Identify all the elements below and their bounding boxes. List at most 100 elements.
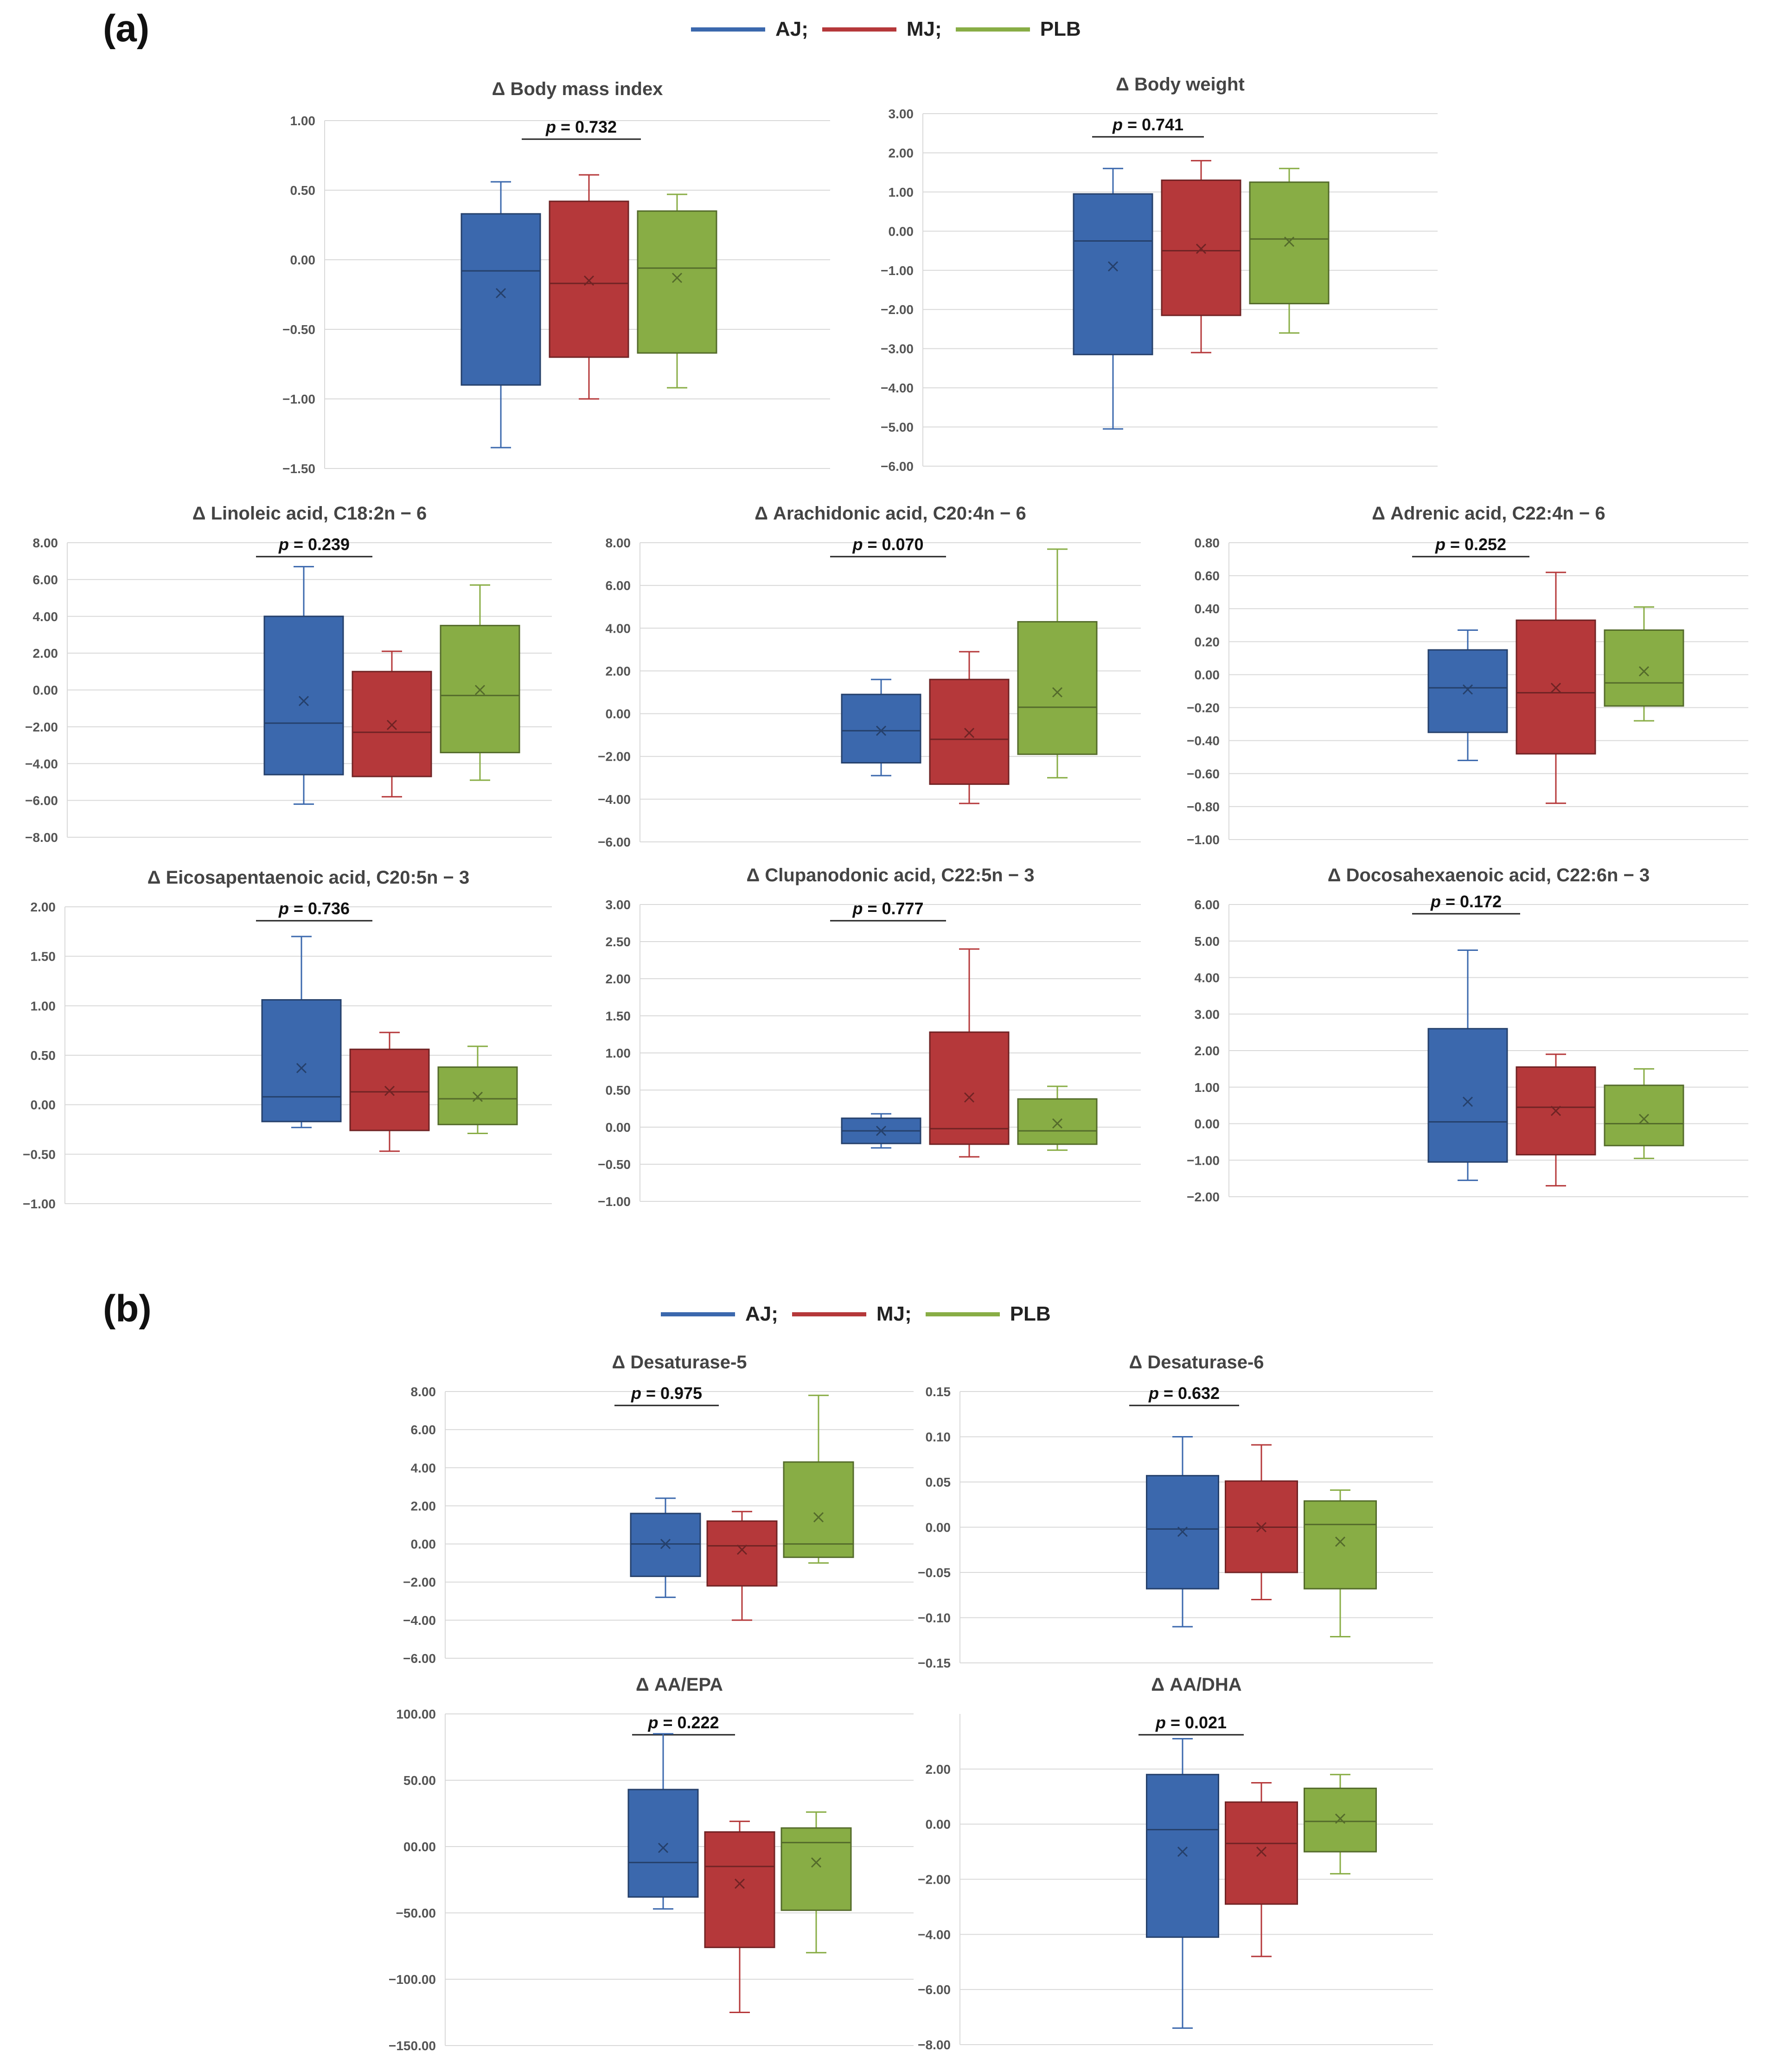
y-tick-label: 4.00: [1195, 971, 1220, 985]
legend-swatch-plb: [955, 27, 1030, 32]
y-tick-label: 3.00: [606, 898, 631, 912]
box-mj: [929, 1031, 1010, 1145]
mean-marker-mj: [1550, 682, 1561, 693]
p-value: = 0.777: [867, 899, 923, 918]
mean-marker-aj: [1462, 1097, 1473, 1107]
legend-b-swatch-mj: [792, 1312, 866, 1316]
chart-title: Δ Docosahexaenoic acid, C22:6n − 3: [1328, 865, 1650, 885]
p-value: = 0.732: [561, 117, 617, 136]
y-tick-label: −150.00: [389, 2039, 436, 2053]
box-plb: [1249, 181, 1330, 305]
y-tick-label: 4.00: [411, 1461, 436, 1475]
p-value-label: p = 0.777: [852, 899, 923, 918]
chart-title: Δ Clupanodonic acid, C22:5n − 3: [746, 865, 1034, 885]
p-value-label: p = 0.222: [647, 1713, 719, 1732]
y-tick-label: 3.00: [889, 107, 914, 121]
y-tick-label: −2.00: [881, 302, 914, 317]
mean-marker-mj: [1256, 1522, 1267, 1533]
y-tick-label: 2.00: [411, 1499, 436, 1513]
y-tick-label: −4.00: [25, 757, 58, 771]
panel-label-b: (b): [103, 1288, 152, 1330]
mean-marker-plb: [1335, 1813, 1346, 1824]
y-tick-label: 2.50: [606, 935, 631, 949]
y-tick-label: −50.00: [396, 1906, 436, 1920]
box-aj: [627, 1789, 699, 1898]
y-tick-label: 6.00: [1195, 898, 1220, 912]
mean-marker-aj: [495, 288, 506, 299]
y-tick-label: −6.00: [403, 1651, 436, 1666]
y-tick-label: 1.00: [606, 1046, 631, 1060]
y-tick-label: 8.00: [411, 1385, 436, 1399]
y-tick-label: −2.00: [403, 1575, 436, 1590]
box-plb: [1017, 1098, 1098, 1145]
y-tick-label: −0.50: [23, 1147, 56, 1161]
p-value-label: p = 0.021: [1155, 1713, 1227, 1732]
y-tick-label: 3.00: [1195, 1007, 1220, 1021]
chart-title: Δ Desaturase-5: [612, 1352, 747, 1373]
mean-marker-aj: [876, 725, 887, 736]
y-tick-label: 0.10: [926, 1430, 951, 1444]
chart-clupanodonic-acid: Δ Clupanodonic acid, C22:5n − 3 3.00 2.50 2…: [598, 865, 1141, 1209]
y-tick-label: −0.10: [918, 1611, 951, 1625]
legend-swatch-aj: [691, 27, 765, 32]
y-tick-label: −8.00: [25, 830, 58, 845]
chart-title: Δ AA/DHA: [1151, 1674, 1241, 1695]
chart-title: Δ Body weight: [1116, 74, 1245, 95]
p-value-label: p = 0.732: [545, 117, 617, 136]
legend-label-mj: MJ;: [906, 18, 942, 40]
y-tick-label: −1.00: [1187, 1153, 1220, 1168]
y-tick-label: −0.20: [1187, 701, 1220, 715]
box-plb: [1017, 621, 1098, 755]
p-symbol: p: [545, 117, 561, 136]
mean-marker-mj: [964, 1092, 975, 1103]
mean-marker-plb: [1638, 1114, 1650, 1124]
mean-marker-aj: [1107, 261, 1119, 272]
p-symbol: p: [1148, 1384, 1164, 1403]
y-tick-label: 8.00: [33, 536, 58, 550]
y-tick-label: −1.00: [23, 1197, 56, 1211]
y-tick-label: 0.00: [31, 1098, 56, 1112]
p-value: = 0.741: [1127, 115, 1183, 134]
y-tick-label: 0.20: [1195, 635, 1220, 649]
y-tick-label: 0.05: [926, 1475, 951, 1489]
mean-marker-plb: [813, 1512, 824, 1523]
y-tick-label: 2.00: [31, 900, 56, 914]
y-tick-label: −1.00: [881, 263, 914, 278]
y-tick-label: 00.00: [403, 1840, 436, 1854]
mean-marker-aj: [296, 1063, 307, 1073]
legend-a: AJ; MJ; PLB: [691, 18, 1095, 41]
p-symbol: p: [1155, 1713, 1170, 1732]
y-tick-label: −8.00: [918, 2038, 951, 2052]
chart-title: Δ Eicosapentaenoic acid, C20:5n − 3: [147, 867, 470, 888]
box-aj: [1427, 649, 1508, 733]
y-tick-label: 6.00: [33, 572, 58, 587]
mean-marker-plb: [472, 1091, 483, 1102]
mean-marker-mj: [734, 1879, 745, 1889]
y-tick-label: 1.00: [290, 114, 316, 128]
mean-marker-mj: [1550, 1105, 1561, 1116]
box-aj: [460, 213, 541, 386]
mean-marker-mj: [1256, 1847, 1267, 1857]
box-aj: [841, 693, 921, 764]
mean-marker-plb: [811, 1857, 822, 1868]
chart-desaturase-5: Δ Desaturase-5 8.00 6.00 4.00 2.00 0.00 −2.00 −…: [403, 1352, 914, 1666]
p-value: = 0.222: [663, 1713, 719, 1732]
y-tick-label: −0.60: [1187, 767, 1220, 781]
p-value-label: p = 0.632: [1148, 1384, 1220, 1403]
mean-marker-plb: [1335, 1536, 1346, 1547]
y-tick-label: 0.50: [606, 1083, 631, 1097]
box-plb: [1304, 1500, 1377, 1590]
p-value: = 0.021: [1170, 1713, 1227, 1732]
legend-b-label-aj: AJ;: [745, 1302, 778, 1325]
box-aj: [263, 616, 344, 776]
p-symbol: p: [278, 535, 294, 554]
y-tick-label: 0.00: [1195, 1117, 1220, 1131]
y-tick-label: −0.15: [918, 1656, 951, 1670]
p-symbol: p: [1430, 892, 1445, 911]
mean-marker-mj: [583, 275, 595, 286]
p-symbol: p: [647, 1713, 663, 1732]
legend-b-item-mj: MJ;: [792, 1302, 912, 1326]
box-mj: [706, 1520, 778, 1587]
box-aj: [1073, 193, 1153, 355]
chart-aa-epa: Δ AA/EPA 100.00 50.00 00.00 −50.00 −100.00 −15…: [389, 1674, 914, 2053]
